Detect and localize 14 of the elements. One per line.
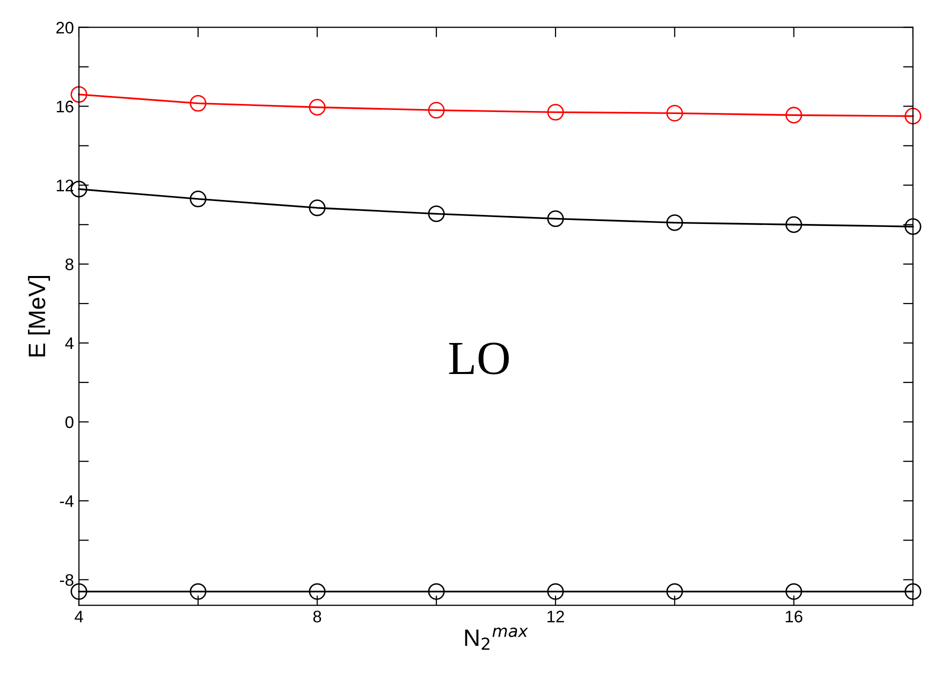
annotation: LO <box>449 342 509 374</box>
x-tick-label: 16 <box>786 610 802 622</box>
x-axis-title: N$_{2}$$^{max}$ <box>465 628 528 650</box>
y-tick-label: -8 <box>60 574 74 586</box>
x-tick-label: 8 <box>313 610 322 622</box>
y-axis-title: E [MeV] <box>28 276 50 356</box>
x-tick-label: 12 <box>548 610 564 622</box>
y-tick-label: 0 <box>65 416 74 428</box>
x-tick-label: 4 <box>74 610 84 622</box>
y-tick-label: 4 <box>65 338 74 350</box>
y-tick-label: 8 <box>66 258 74 270</box>
y-tick-label: 20 <box>56 22 74 34</box>
y-tick-label: 16 <box>56 100 74 112</box>
y-tick-label: -4 <box>60 495 74 507</box>
